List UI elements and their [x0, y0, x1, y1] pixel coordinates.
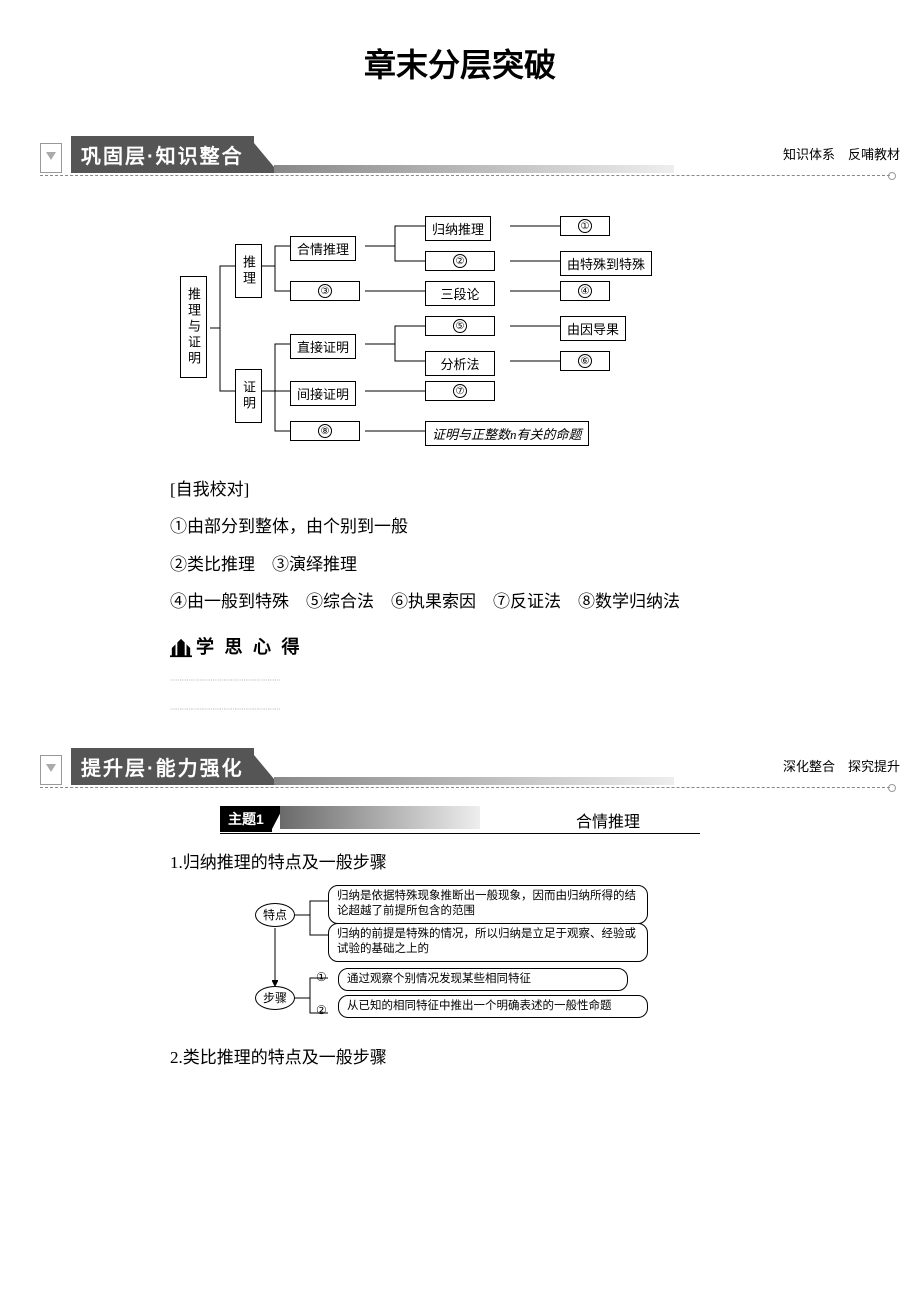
- dotted-line-2: ⋯⋯⋯⋯⋯⋯⋯⋯⋯⋯⋯⋯⋯⋯⋯⋯⋯⋯⋯⋯: [170, 706, 920, 713]
- gradient-bar: [274, 165, 674, 173]
- concept-tree: 推理与证明 推理 证明 合情推理 ③ 归纳推理 ② 三段论 ① 由特殊到特殊 ④…: [180, 206, 740, 451]
- node-r1: ①: [560, 216, 610, 236]
- node-7: ⑦: [425, 381, 495, 401]
- node-zhijie: 直接证明: [290, 334, 356, 359]
- heading-2: 2.类比推理的特点及一般步骤: [170, 1043, 920, 1068]
- node-r5: ⑥: [560, 351, 610, 371]
- selfcheck-a3: ④由一般到特殊 ⑤综合法 ⑥执果索因 ⑦反证法 ⑧数学归纳法: [170, 583, 860, 620]
- node-jianjie: 间接证明: [290, 381, 356, 406]
- node-zhengming: 证明: [235, 369, 262, 423]
- topic-banner: 主题1 合情推理: [220, 806, 700, 834]
- node-heqing: 合情推理: [290, 236, 356, 261]
- page-title: 章末分层突破: [0, 40, 920, 86]
- box-b2: 归纳的前提是特殊的情况，所以归纳是立足于观察、经验或试验的基础之上的: [328, 923, 648, 962]
- down-arrow-icon: [40, 755, 62, 785]
- oval-buzhou: 步骤: [255, 986, 295, 1010]
- node-3: ③: [290, 281, 360, 301]
- topic-num: 主题1: [220, 806, 272, 832]
- section2-header: 提升层·能力强化 深化整合 探究提升: [40, 748, 880, 785]
- box-b1: 归纳是依据特殊现象推断出一般现象，因而由归纳所得的结论超越了前提所包含的范围: [328, 885, 648, 924]
- section1-title: 巩固层·知识整合: [71, 136, 254, 173]
- node-guina: 归纳推理: [425, 216, 491, 241]
- dashed-divider: [40, 787, 890, 788]
- node-r3: ④: [560, 281, 610, 301]
- gradient-bar: [280, 806, 480, 829]
- dashed-divider: [40, 175, 890, 176]
- node-long: 证明与正整数n有关的命题: [425, 421, 589, 446]
- mini-diagram-1: 特点 步骤 归纳是依据特殊现象推断出一般现象，因而由归纳所得的结论超越了前提所包…: [250, 883, 670, 1033]
- topic-label: 合情推理: [576, 808, 640, 832]
- oval-tedian: 特点: [255, 903, 295, 927]
- box-b3: 通过观察个别情况发现某些相同特征: [338, 968, 628, 992]
- node-tuili: 推理: [235, 244, 262, 298]
- down-arrow-icon: [40, 143, 62, 173]
- xuesi-heading: 学 思 心 得: [170, 633, 920, 659]
- dotted-line-1: ⋯⋯⋯⋯⋯⋯⋯⋯⋯⋯⋯⋯⋯⋯⋯⋯⋯⋯⋯⋯: [170, 677, 920, 684]
- circled-1: ①: [316, 970, 327, 985]
- node-5: ⑤: [425, 316, 495, 336]
- section2-subtitle: 深化整合 探究提升: [783, 756, 900, 775]
- building-icon: [170, 638, 192, 658]
- box-b4: 从已知的相同特征中推出一个明确表述的一般性命题: [338, 995, 648, 1019]
- section1-header: 巩固层·知识整合 知识体系 反哺教材: [40, 136, 880, 173]
- tree-root: 推理与证明: [180, 276, 207, 378]
- selfcheck: [自我校对] ①由部分到整体，由个别到一般 ②类比推理 ③演绎推理 ④由一般到特…: [170, 471, 860, 621]
- circled-2: ②: [316, 1003, 327, 1018]
- node-sanduanlun: 三段论: [425, 281, 495, 306]
- heading-1: 1.归纳推理的特点及一般步骤: [170, 848, 920, 873]
- selfcheck-a1: ①由部分到整体，由个别到一般: [170, 508, 860, 545]
- selfcheck-heading: [自我校对]: [170, 471, 860, 508]
- node-8: ⑧: [290, 421, 360, 441]
- node-2: ②: [425, 251, 495, 271]
- node-r2: 由特殊到特殊: [560, 251, 652, 276]
- section1-subtitle: 知识体系 反哺教材: [783, 144, 900, 163]
- node-r4: 由因导果: [560, 316, 626, 341]
- selfcheck-a2: ②类比推理 ③演绎推理: [170, 546, 860, 583]
- node-fenxi: 分析法: [425, 351, 495, 376]
- section2-title: 提升层·能力强化: [71, 748, 254, 785]
- gradient-bar: [274, 777, 674, 785]
